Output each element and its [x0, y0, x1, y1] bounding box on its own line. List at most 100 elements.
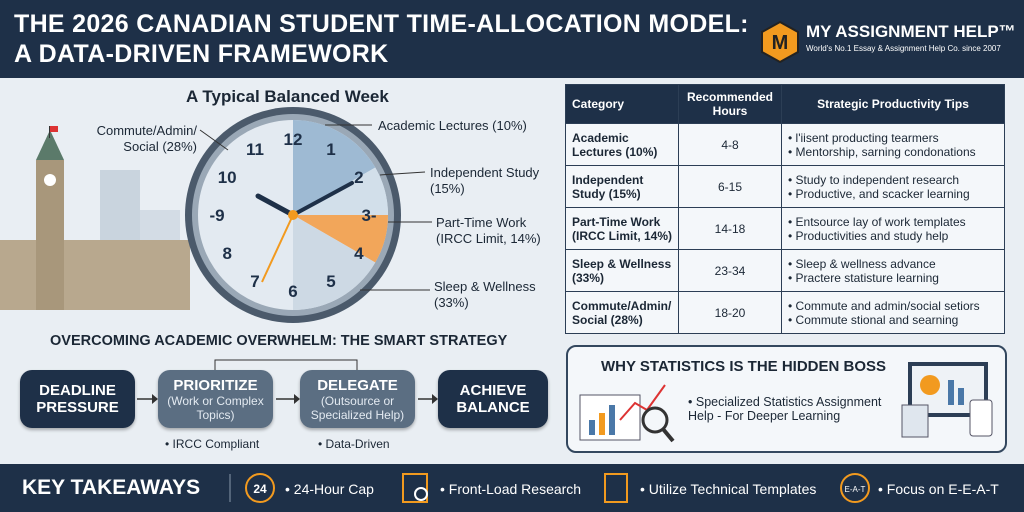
table-row: Independent Study (15%) 6-15 • Study to in… [565, 165, 1005, 208]
allocation-table: Category Recommended Hours Strategic Pro… [565, 84, 1005, 334]
table-category: Commute/Admin/ Social (28%) [565, 291, 679, 334]
strategy-note: • Data-Driven [318, 437, 390, 451]
clock-label: Independent Study (15%) [430, 165, 540, 196]
table-category: Sleep & Wellness (33%) [565, 249, 679, 292]
table-hours: 18-20 [678, 291, 782, 334]
table-row: Academic Lectures (10%) 4-8 • l'iisent pro… [565, 123, 1005, 166]
tip-text: l'iisent producting tearmers [795, 130, 939, 145]
table-row: Commute/Admin/ Social (28%) 18-20 • Commut… [565, 291, 1005, 334]
clock-label: Part-Time Work (IRCC Limit, 14%) [436, 215, 541, 246]
step-title: PRIORITIZE [173, 376, 258, 394]
title: THE 2026 CANADIAN STUDENT TIME-ALLOCATIO… [14, 10, 749, 38]
clock-number: 4 [354, 244, 364, 263]
takeaway-text: Utilize Technical Templates [648, 481, 817, 497]
clock-number: 5 [326, 272, 335, 291]
clock-label: Academic Lectures (10%) [378, 118, 527, 133]
table-category: Independent Study (15%) [565, 165, 679, 208]
clock-number: 3- [361, 206, 376, 225]
table-category: Part-Time Work (IRCC Limit, 14%) [565, 207, 679, 250]
step-title: ACHIEVE BALANCE [456, 382, 530, 416]
tip: • Sleep & wellness advance [788, 256, 936, 271]
tip-text: Commute and admin/social setiors [795, 298, 980, 313]
tip-text: Sleep & wellness advance [795, 256, 936, 271]
tip: • Productivities and study help [788, 228, 949, 243]
note-text: IRCC Compliant [172, 437, 260, 451]
step-title: DELEGATE [317, 376, 398, 394]
tip: • Mentorship, sarning condonations [788, 144, 976, 159]
footer [0, 464, 1024, 512]
takeaway-text: Front-Load Research [448, 481, 582, 497]
stats-illustration [579, 384, 675, 443]
clock-number: 2 [354, 168, 363, 187]
table-tips: • Sleep & wellness advance • Practere sta… [781, 249, 1005, 292]
header [0, 0, 1024, 78]
tip-text: Commute stional and searning [795, 312, 959, 327]
table-hours: 6-15 [678, 165, 782, 208]
icon-text: E-A-T [845, 485, 866, 494]
table-header: Strategic Productivity Tips [781, 84, 1005, 124]
clock-number: 10 [218, 168, 237, 187]
takeaway-text: 24-Hour Cap [293, 481, 374, 497]
logo-mark: M [772, 32, 789, 54]
flow-arrows [137, 359, 438, 404]
flow-step: DEADLINE PRESSURE [20, 370, 135, 428]
tip-text: Study to independent research [795, 172, 959, 187]
table-hours: 4-8 [678, 123, 782, 166]
note-text: Data-Driven [325, 437, 390, 451]
tip: • Study to independent research [788, 172, 959, 187]
clock-label: Sleep & Wellness (33%) [434, 279, 536, 310]
clock-number: 12 [284, 130, 303, 149]
bullet-text: Specialized Statistics Assignment Help -… [688, 395, 882, 423]
takeaway-text: Focus on E-E-A-T [886, 481, 999, 497]
table-category: Academic Lectures (10%) [565, 123, 679, 166]
table-row: Sleep & Wellness (33%) 23-34 • Sleep & wel… [565, 249, 1005, 292]
clock-label: Commute/Admin/ Social (28%) [96, 123, 197, 154]
tip: • Entsource lay of work templates [788, 214, 966, 229]
logo-icon: M [761, 20, 799, 64]
icon-text: 24 [253, 482, 267, 496]
footer-icons: 24 E-A-T [229, 473, 870, 503]
tip-text: Productive, and scacker learning [795, 186, 970, 201]
table-header: Recommended Hours [678, 84, 782, 124]
clock-number: 1 [326, 140, 335, 159]
takeaway: • Utilize Technical Templates [640, 481, 817, 497]
logo-name: MY ASSIGNMENT HELP™ [806, 22, 1016, 41]
tip-text: Entsource lay of work templates [795, 214, 966, 229]
title: A DATA-DRIVEN FRAMEWORK [14, 40, 389, 68]
strategy-note: • IRCC Compliant [165, 437, 260, 451]
takeaway: • Focus on E-E-A-T [878, 481, 999, 497]
tip-text: Mentorship, sarning condonations [795, 144, 976, 159]
tip-text: Practere statisture learning [795, 270, 939, 285]
clock-number: 8 [222, 244, 231, 263]
footer-title: KEY TAKEAWAYS [22, 476, 201, 499]
table-header: Category [565, 84, 679, 124]
table-row: Part-Time Work (IRCC Limit, 14%) 14-18 • E… [565, 207, 1005, 250]
logo-tagline: World's No.1 Essay & Assignment Help Co.… [806, 44, 1001, 53]
tip: • Practere statisture learning [788, 270, 939, 285]
week-title: A Typical Balanced Week [186, 87, 389, 106]
step-subtitle: (Work or Complex Topics) [167, 393, 264, 422]
table-hours: 23-34 [678, 249, 782, 292]
tip: • Productive, and scacker learning [788, 186, 970, 201]
table-tips: • Entsource lay of work templates • Produ… [781, 207, 1005, 250]
takeaway: • Front-Load Research [440, 481, 582, 497]
clock-number: 11 [246, 140, 264, 159]
takeaway: • 24-Hour Cap [285, 481, 374, 497]
flow-step: ACHIEVE BALANCE [438, 370, 548, 428]
tip-text: Productivities and study help [795, 228, 949, 243]
parliament-illustration [0, 126, 190, 310]
flow-step: DELEGATE (Outsource or Specialized Help) [300, 370, 415, 428]
clock-number: -9 [209, 206, 224, 225]
statistics-title: WHY STATISTICS IS THE HIDDEN BOSS [601, 358, 887, 375]
tip: • Commute and admin/social setiors [788, 298, 980, 313]
table-tips: • Study to independent research • Product… [781, 165, 1005, 208]
statistics-bullet: • Specialized Statistics Assignment Help… [688, 395, 882, 423]
clock: 12 12 3- 45 6 78 -9 10 11 [185, 107, 432, 323]
flow-step: PRIORITIZE (Work or Complex Topics) [158, 370, 273, 428]
tip: • Commute stional and searning [788, 312, 959, 327]
table-hours: 14-18 [678, 207, 782, 250]
table-tips: • l'iisent producting tearmers • Mentorsh… [781, 123, 1005, 166]
tip: • l'iisent producting tearmers [788, 130, 939, 145]
table-tips: • Commute and admin/social setiors • Comm… [781, 291, 1005, 334]
